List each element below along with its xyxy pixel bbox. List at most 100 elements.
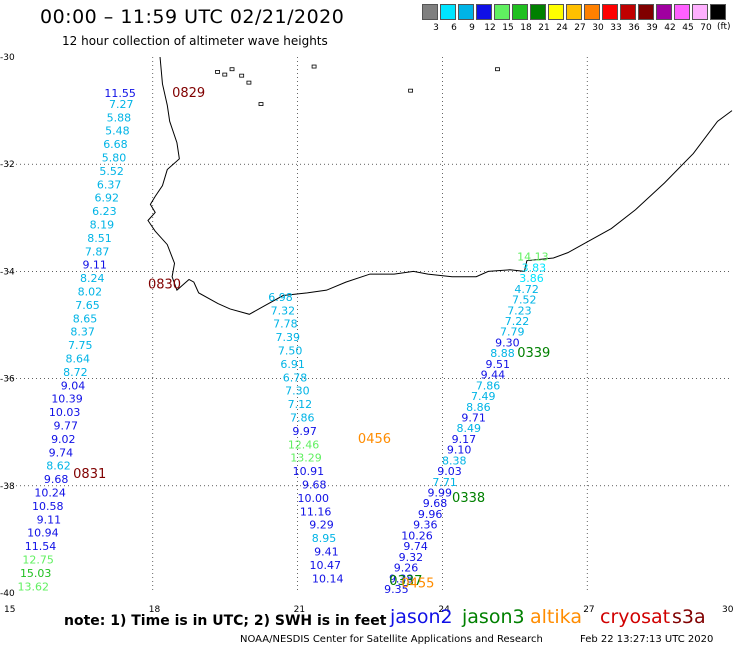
wave-height-value: 9.74: [49, 446, 74, 459]
wave-height-value: 7.32: [271, 304, 296, 317]
legend-swatch-label: 30: [592, 23, 604, 33]
legend-swatch-label: 39: [646, 23, 658, 33]
wave-height-value: 8.64: [66, 353, 91, 366]
lat-tick-label: -38: [0, 482, 15, 492]
wave-height-value: 9.32: [399, 551, 424, 564]
island: [495, 67, 500, 72]
wave-height-value: 7.49: [471, 390, 496, 403]
wave-height-value: 7.79: [500, 326, 525, 339]
legend-swatch-label: 9: [469, 23, 475, 33]
wave-height-value: 9.51: [485, 358, 510, 371]
island: [246, 80, 252, 85]
wave-height-value: 10.91: [293, 465, 325, 478]
wave-height-value: 12.75: [22, 554, 54, 567]
south-africa-coastline: [147, 56, 733, 315]
island: [229, 67, 235, 72]
legend-swatch-label: 6: [451, 23, 457, 33]
satellite-name: jason2: [390, 606, 453, 628]
legend-swatch-label: 21: [538, 23, 550, 33]
wave-height-value: 9.41: [314, 545, 339, 558]
map-note: note: 1) Time is in UTC; 2) SWH is in fe…: [64, 613, 387, 629]
legend-swatch: [440, 4, 456, 20]
pass-time-label: 0337: [389, 574, 422, 589]
lon-tick-label: 21: [294, 605, 305, 615]
wave-height-value: 6.68: [103, 138, 128, 151]
wave-height-value: 5.88: [107, 111, 132, 124]
island: [258, 102, 264, 106]
generated-timestamp: Feb 22 13:27:13 UTC 2020: [580, 634, 714, 645]
wave-height-value: 9.36: [413, 519, 438, 532]
wave-height-value: 9.68: [44, 473, 69, 486]
map-title: 00:00 – 11:59 UTC 02/21/2020: [40, 6, 345, 28]
wave-height-value: 3.83: [522, 261, 547, 274]
wave-height-value: 6.78: [283, 371, 308, 384]
legend-swatch: [674, 4, 690, 20]
pass-time-label: 0455: [401, 577, 434, 592]
wave-height-value: 5.80: [102, 152, 127, 165]
wave-height-value: 7.30: [285, 385, 310, 398]
wave-height-value: 9.77: [53, 420, 78, 433]
wave-height-value: 14.13: [517, 251, 549, 264]
island: [215, 70, 220, 74]
legend-swatch: [458, 4, 474, 20]
pass-time-label: 0829: [172, 86, 205, 101]
lon-tick-label: 15: [4, 605, 15, 615]
wave-height-value: 4.72: [514, 283, 539, 296]
wave-height-value: 6.91: [280, 358, 305, 371]
wave-height-value: 8.02: [78, 286, 103, 299]
wave-height-value: 10.47: [310, 559, 342, 572]
wave-height-value: 7.22: [505, 315, 530, 328]
wave-height-value: 8.38: [442, 454, 467, 467]
legend-swatch-label: 24: [556, 23, 568, 33]
legend-swatch-label: 18: [520, 23, 532, 33]
legend-swatch: [494, 4, 510, 20]
wave-height-value: 9.10: [447, 444, 472, 457]
wave-height-value: 7.65: [75, 299, 100, 312]
lat-tick-label: -40: [0, 589, 15, 599]
legend-unit: (ft): [717, 22, 731, 32]
wave-height-value: 9.68: [302, 478, 327, 491]
wave-height-value: 9.30: [495, 336, 520, 349]
legend-swatch: [422, 4, 438, 20]
wave-height-value: 8.37: [70, 326, 95, 339]
wave-height-value: 6.92: [95, 192, 120, 205]
legend-swatch: [584, 4, 600, 20]
wave-height-value: 10.94: [27, 527, 59, 540]
wave-height-value: 7.75: [68, 339, 93, 352]
legend-swatch: [512, 4, 528, 20]
satellite-name: cryosat: [600, 606, 671, 628]
wave-height-value: 9.11: [82, 259, 107, 272]
lat-tick-label: -30: [0, 53, 15, 63]
legend-swatch: [620, 4, 636, 20]
legend-swatch-label: 15: [502, 23, 514, 33]
wave-height-value: 8.65: [73, 312, 98, 325]
legend-swatch-label: 33: [610, 23, 622, 33]
wave-height-value: 7.71: [432, 476, 457, 489]
lon-tick-label: 27: [583, 605, 594, 615]
legend-swatch: [548, 4, 564, 20]
legend-swatch-label: 3: [433, 23, 439, 33]
legend-swatch: [602, 4, 618, 20]
wave-height-value: 9.38: [389, 572, 414, 585]
wave-height-value: 13.29: [290, 452, 322, 465]
wave-height-value: 7.12: [288, 398, 313, 411]
wave-height-value: 9.97: [292, 425, 317, 438]
legend-swatch: [476, 4, 492, 20]
wave-height-value: 6.37: [97, 178, 122, 191]
legend-swatch-label: 70: [700, 23, 712, 33]
wave-height-value: 9.44: [481, 369, 506, 382]
map-grid: [8, 57, 732, 593]
wave-height-value: 9.11: [37, 513, 62, 526]
wave-height-value: 7.86: [290, 411, 315, 424]
wave-height-value: 8.86: [466, 401, 491, 414]
wave-height-value: 7.50: [278, 344, 303, 357]
satellite-name: jason3: [462, 606, 525, 628]
legend-swatch-label: 42: [664, 23, 676, 33]
legend-swatch: [656, 4, 672, 20]
track-west: 11.557.275.885.486.685.805.526.376.926.2…: [18, 87, 136, 593]
wave-height-value: 7.23: [507, 304, 532, 317]
map-subtitle: 12 hour collection of altimeter wave hei…: [62, 34, 328, 48]
lon-tick-label: 18: [149, 605, 161, 615]
wave-height-value: 9.74: [403, 540, 428, 553]
legend-swatch: [566, 4, 582, 20]
